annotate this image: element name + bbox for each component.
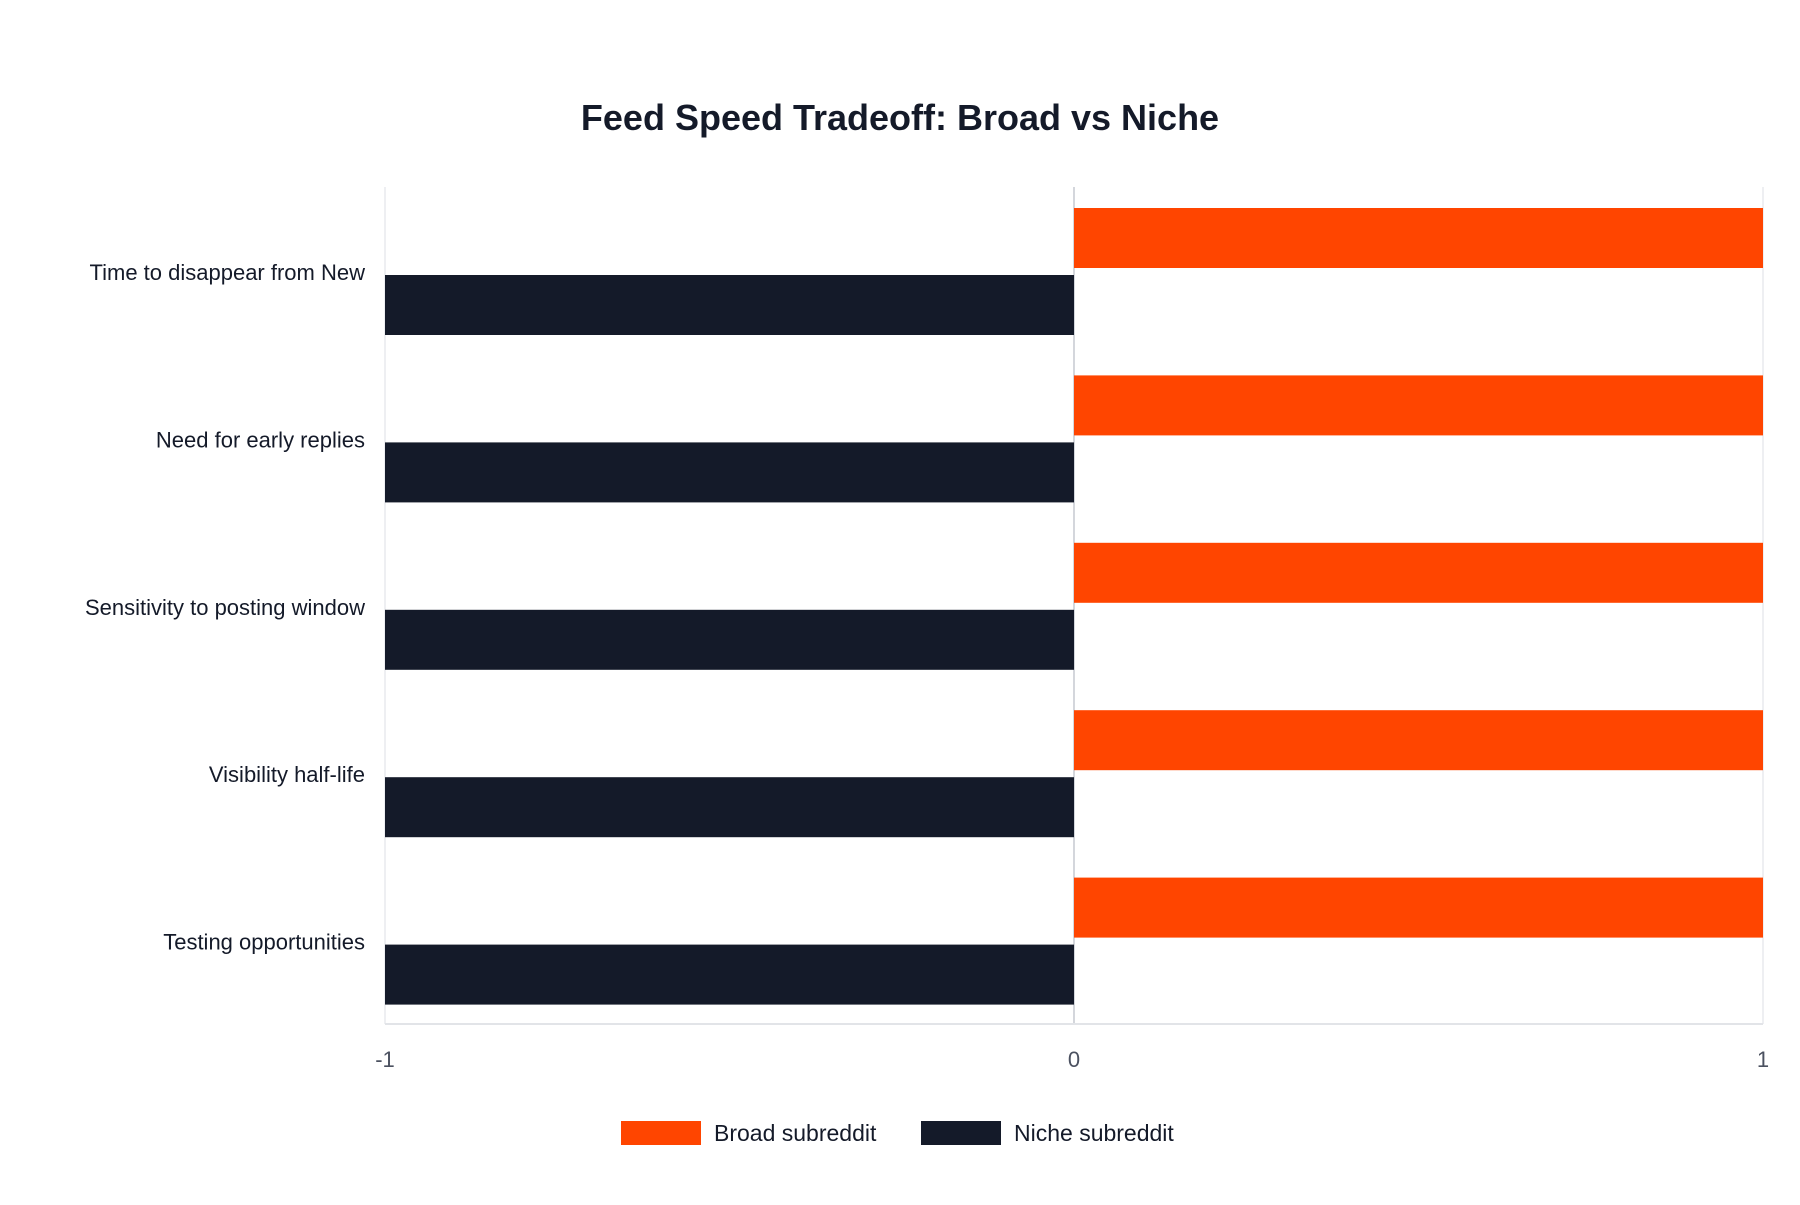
bar-niche (385, 777, 1074, 838)
legend-label: Niche subreddit (1014, 1120, 1174, 1146)
bar-niche (385, 275, 1074, 335)
chart-title: Feed Speed Tradeoff: Broad vs Niche (581, 97, 1219, 138)
x-tick-label: 0 (1068, 1047, 1080, 1072)
category-label: Sensitivity to posting window (85, 595, 365, 620)
x-tick-label: 1 (1757, 1047, 1769, 1072)
category-label: Need for early replies (156, 427, 365, 452)
legend-swatch (921, 1121, 1001, 1145)
bars (385, 208, 1763, 1005)
bar-niche (385, 944, 1074, 1005)
y-axis-labels: Time to disappear from New Need for early… (85, 260, 365, 955)
x-tick-label: -1 (375, 1047, 395, 1072)
bar-broad (1074, 877, 1763, 938)
bar-broad (1074, 375, 1763, 436)
category-label: Testing opportunities (163, 930, 365, 955)
bar-niche (385, 609, 1074, 670)
x-axis-ticks: -1 0 1 (375, 1047, 1769, 1072)
legend-label: Broad subreddit (714, 1120, 877, 1146)
category-label: Time to disappear from New (89, 260, 365, 285)
bar-niche (385, 442, 1074, 503)
legend: Broad subreddit Niche subreddit (621, 1120, 1174, 1146)
bar-broad (1074, 710, 1763, 771)
legend-swatch (621, 1121, 701, 1145)
category-label: Visibility half-life (209, 762, 365, 787)
bar-broad (1074, 208, 1763, 268)
bar-broad (1074, 542, 1763, 603)
